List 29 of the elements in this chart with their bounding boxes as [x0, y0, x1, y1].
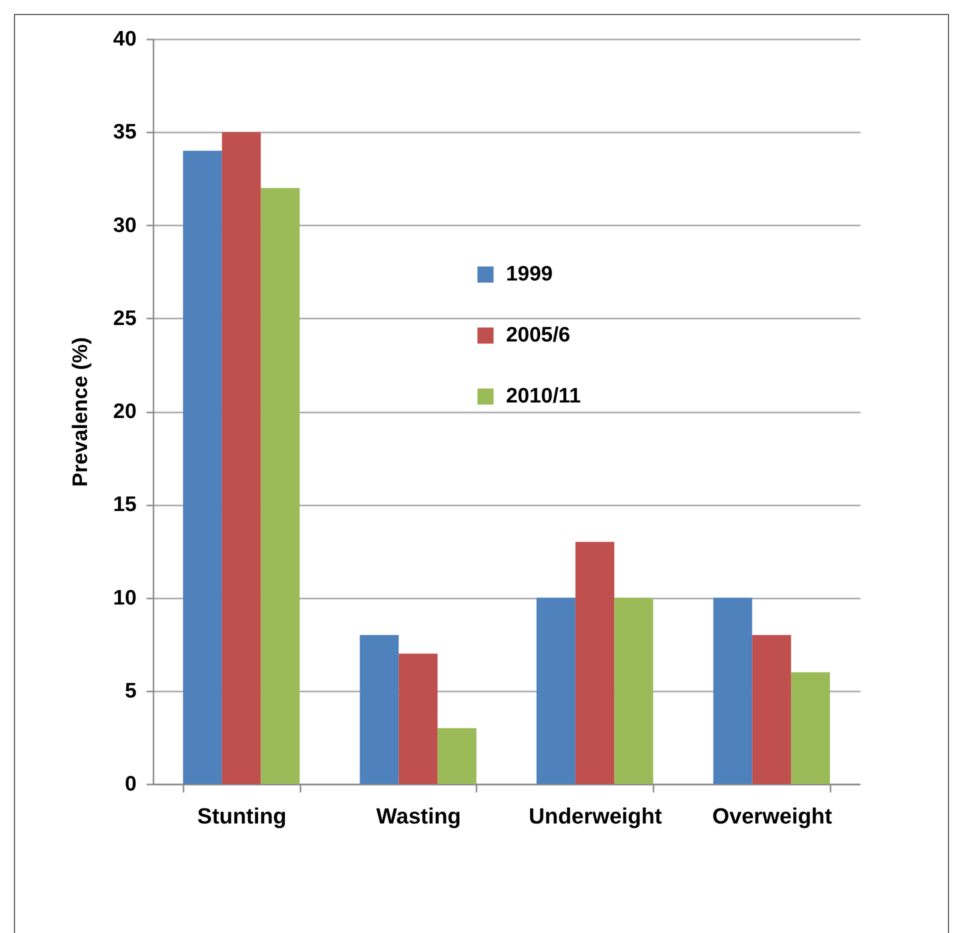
y-tick-label: 0 [124, 772, 136, 796]
y-tick-label: 40 [113, 28, 136, 50]
y-tick-label: 35 [113, 120, 137, 144]
x-tick-label: Wasting [376, 804, 461, 828]
y-tick-label: 5 [124, 679, 137, 702]
y-axis-title: Prevalence (%) [69, 337, 92, 487]
bar [575, 542, 614, 784]
bar [752, 635, 792, 784]
x-tick-label: Underweight [528, 804, 663, 828]
y-tick-label: 25 [113, 306, 137, 330]
y-tick-label: 30 [113, 214, 136, 237]
bar [183, 150, 222, 784]
legend-label: 2010/11 [506, 384, 582, 408]
legend-label: 1999 [506, 262, 553, 286]
bar [360, 635, 399, 784]
x-tick-label: Overweight [712, 804, 833, 828]
bar [260, 188, 300, 784]
bar [438, 728, 476, 784]
y-tick-label: 15 [113, 493, 137, 516]
bar [713, 598, 752, 784]
y-tick-label: 10 [113, 586, 136, 610]
bar [536, 598, 576, 784]
bar [791, 672, 830, 784]
legend-label: 2005/6 [506, 324, 570, 346]
y-tick-label: 20 [113, 400, 136, 423]
x-tick-label: Stunting [197, 804, 286, 828]
bar [222, 132, 261, 784]
bar [398, 654, 438, 784]
bar [614, 598, 654, 784]
